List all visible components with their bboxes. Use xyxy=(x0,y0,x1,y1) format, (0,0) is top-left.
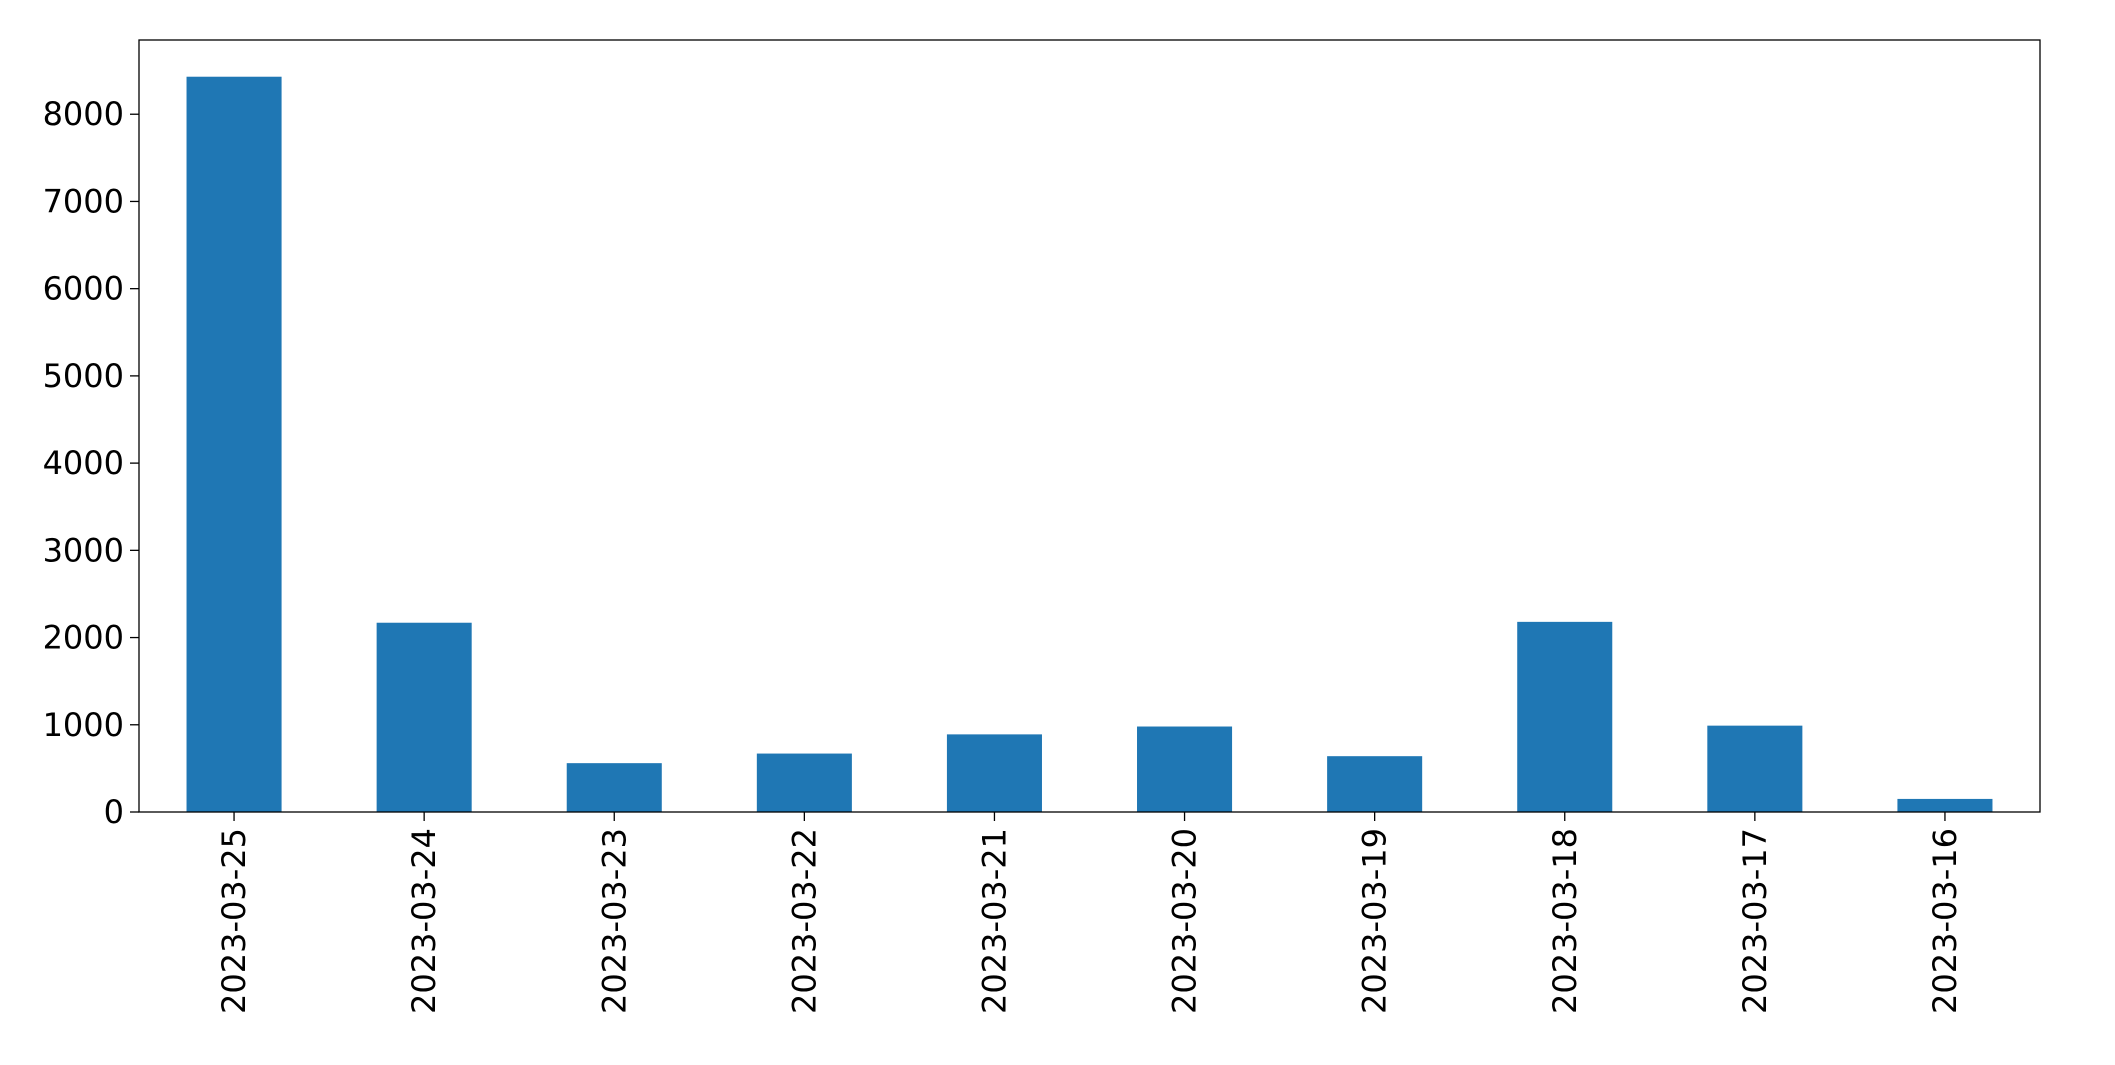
bar-2023-03-18 xyxy=(1517,621,1613,812)
bar-2023-03-17 xyxy=(1707,725,1803,812)
x-tick-label: 2023-03-24 xyxy=(405,828,443,1014)
y-tick-label: 5000 xyxy=(43,357,124,395)
bar-2023-03-24 xyxy=(376,622,472,812)
bars-layer xyxy=(186,76,1993,813)
x-tick-label: 2023-03-22 xyxy=(785,828,823,1014)
bar-2023-03-25 xyxy=(186,76,282,813)
y-tick-label: 7000 xyxy=(43,182,124,220)
x-tick-label: 2023-03-20 xyxy=(1166,828,1204,1014)
x-tick-label: 2023-03-16 xyxy=(1926,828,1964,1014)
y-tick-label: 3000 xyxy=(43,531,124,569)
x-axis: 2023-03-25 2023-03-24 2023-03-23 2023-03-22… xyxy=(215,812,1964,1014)
x-tick-label: 2023-03-23 xyxy=(595,828,633,1014)
x-tick-label: 2023-03-21 xyxy=(975,828,1013,1014)
bar-2023-03-21 xyxy=(946,734,1042,812)
y-tick-label: 8000 xyxy=(43,95,124,133)
y-axis: 0 1000 2000 3000 4000 5000 6000 7000 8000 xyxy=(43,95,139,831)
bar-2023-03-22 xyxy=(756,753,852,812)
x-tick-label: 2023-03-25 xyxy=(215,828,253,1014)
y-tick-label: 4000 xyxy=(43,444,124,482)
y-tick-label: 2000 xyxy=(43,619,124,657)
bar-2023-03-16 xyxy=(1897,798,1993,812)
x-tick-label: 2023-03-18 xyxy=(1546,828,1584,1014)
bar-2023-03-20 xyxy=(1137,726,1233,812)
y-tick-label: 1000 xyxy=(43,706,124,744)
bar-2023-03-23 xyxy=(566,763,662,812)
bar-2023-03-19 xyxy=(1327,756,1423,812)
y-tick-label: 0 xyxy=(104,793,124,831)
plot-frame xyxy=(138,39,2041,813)
x-tick-label: 2023-03-19 xyxy=(1356,828,1394,1014)
y-tick-label: 6000 xyxy=(43,270,124,308)
x-tick-label: 2023-03-17 xyxy=(1736,828,1774,1014)
